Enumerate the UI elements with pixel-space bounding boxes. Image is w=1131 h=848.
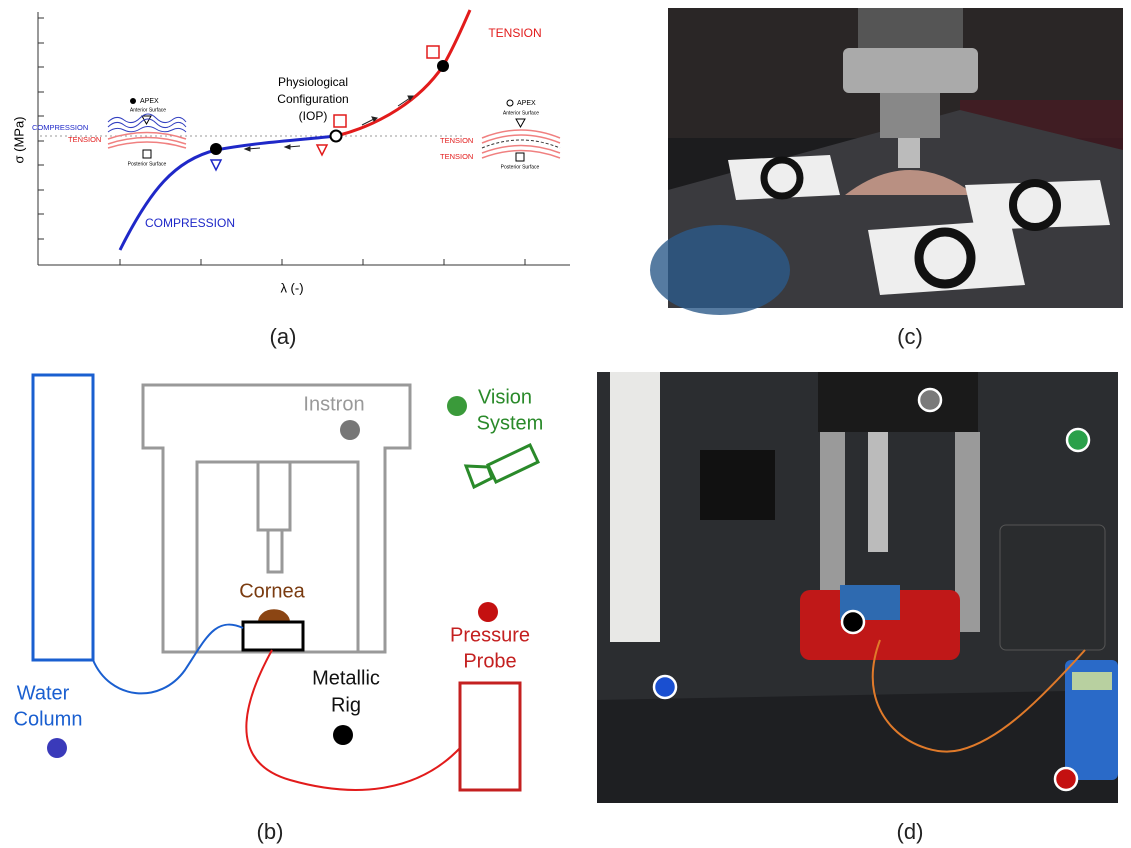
rig-label: Metallic [312, 667, 380, 689]
cornea-label: Cornea [239, 580, 305, 602]
arrows-part [245, 147, 250, 151]
annotation: (IOP) [299, 109, 328, 123]
left-inset-part [108, 142, 186, 148]
photo-ruler [610, 372, 660, 642]
tension-curve [336, 10, 470, 136]
left-inset-part [108, 127, 186, 133]
photo-table [597, 690, 1118, 803]
photo-knurl [843, 48, 978, 93]
point [437, 60, 449, 72]
annotation: Physiological [278, 75, 348, 89]
right-inset-part: Posterior Surface [501, 164, 540, 170]
vision-label: System [477, 412, 544, 434]
left-inset-part [108, 114, 186, 123]
rig-marker [333, 725, 353, 745]
marker [334, 115, 346, 127]
right-inset: APEX Anterior Surface Posterior Surface … [440, 100, 560, 170]
right-inset-part: Anterior Surface [503, 110, 539, 116]
vision-marker [447, 396, 467, 416]
figure: σ (MPa) λ (-) TENSION COMPRESSION Physio… [0, 0, 1131, 848]
y-axis-label: σ (MPa) [11, 116, 26, 163]
panel-label: (b) [257, 819, 284, 844]
camera-part [466, 466, 492, 487]
left-inset-part [108, 138, 186, 145]
vision-label: Vision [478, 386, 532, 408]
panel-a: σ (MPa) λ (-) TENSION COMPRESSION Physio… [11, 10, 570, 349]
instron-label: Instron [303, 393, 364, 415]
right-inset-part [507, 100, 513, 106]
x-axis-label: λ (-) [280, 280, 303, 295]
left-inset-part: Anterior Surface [130, 107, 166, 113]
right-inset-part: TENSION [440, 152, 473, 161]
probe-marker [478, 602, 498, 622]
probe-label: Pressure [450, 624, 530, 646]
left-inset-part: Posterior Surface [128, 161, 167, 167]
marker [211, 160, 221, 170]
marker [427, 46, 439, 58]
water-tube [93, 624, 243, 693]
photo-shaft [880, 93, 940, 138]
photo-blue [650, 225, 790, 315]
right-inset-part [482, 140, 560, 148]
x-ticks [120, 259, 525, 265]
water-marker [654, 676, 676, 698]
right-inset-part: TENSION [440, 136, 473, 145]
instron-tip [268, 530, 282, 572]
photo-shaft [868, 432, 888, 552]
right-inset-part: APEX [517, 100, 536, 107]
pressure-probe [460, 683, 520, 790]
panel-label: (a) [270, 324, 297, 349]
left-inset-part [130, 98, 136, 104]
left-inset-part: APEX [140, 98, 159, 105]
right-inset-part [482, 151, 560, 159]
rig-label: Rig [331, 694, 361, 716]
photo-column [858, 8, 963, 48]
panel-d: (d) [597, 372, 1118, 844]
camera [466, 445, 538, 487]
left-inset: APEX Anterior Surface Posterior Surface … [32, 98, 186, 167]
right-inset-part [516, 119, 525, 127]
left-inset-part: COMPRESSION [32, 123, 88, 132]
photo-screen [1072, 672, 1112, 690]
water-column [33, 375, 93, 660]
metallic-rig [243, 622, 303, 650]
rig-marker [842, 611, 864, 633]
camera-part [488, 445, 538, 482]
annotation: Configuration [277, 92, 348, 106]
photo-monitor [700, 450, 775, 520]
instron-marker [340, 420, 360, 440]
compression-curve [120, 136, 336, 250]
right-inset-part [516, 153, 524, 161]
panel-b: Instron Vision System Cornea Water Colum… [14, 375, 544, 844]
photo-tip [898, 138, 920, 168]
left-inset-part: TENSION [68, 135, 101, 144]
probe-marker [1055, 768, 1077, 790]
tension-label: TENSION [488, 26, 541, 40]
right-inset-part [482, 135, 560, 143]
photo-controller [1000, 525, 1105, 650]
arrows-part [285, 145, 290, 149]
panel-label: (d) [897, 819, 924, 844]
water-label: Column [14, 708, 83, 730]
left-inset-part [143, 150, 151, 158]
point [331, 131, 342, 142]
instron-marker [919, 389, 941, 411]
cornea [258, 609, 290, 622]
right-inset-part [482, 130, 560, 138]
vision-marker [1067, 429, 1089, 451]
instron-shaft [258, 462, 290, 530]
water-label: Water [17, 682, 70, 704]
point [210, 143, 222, 155]
marker [317, 145, 327, 155]
probe-label: Probe [463, 650, 516, 672]
photo-head [818, 372, 978, 432]
panel-c: (c) [650, 8, 1123, 349]
panel-label: (c) [897, 324, 923, 349]
water-marker [47, 738, 67, 758]
compression-label: COMPRESSION [145, 216, 235, 230]
right-inset-part [482, 146, 560, 154]
